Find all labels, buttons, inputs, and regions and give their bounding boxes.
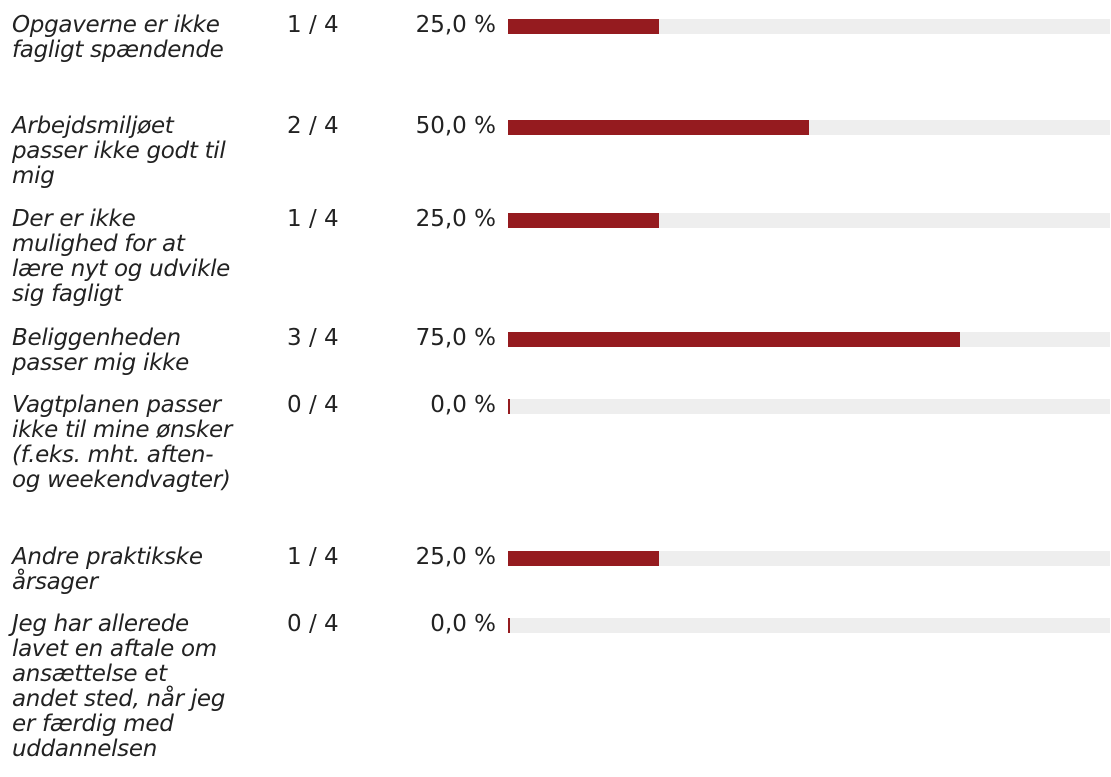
bar-background (508, 551, 1110, 566)
response-count: 1 / 4 (287, 544, 339, 570)
bar-background (508, 19, 1110, 34)
bar (508, 399, 510, 414)
bar (508, 332, 960, 347)
bar (508, 618, 510, 633)
bar-track (508, 19, 1110, 34)
percent-label: 0,0 % (430, 392, 496, 418)
percent-label: 25,0 % (415, 12, 496, 38)
bar-track (508, 213, 1110, 228)
category-label: Opgaverne er ikke fagligt spændende (12, 12, 224, 63)
bar (508, 213, 659, 228)
category-label: Arbejdsmiljøet passer ikke godt til mig (12, 113, 226, 189)
bar-track (508, 399, 1110, 414)
category-label: Andre praktikske årsager (12, 544, 203, 595)
bar-background (508, 399, 1110, 414)
bar (508, 19, 659, 34)
response-count: 0 / 4 (287, 392, 339, 418)
percent-label: 25,0 % (415, 544, 496, 570)
bar-background (508, 213, 1110, 228)
category-label: Beliggenheden passer mig ikke (12, 325, 189, 376)
category-label: Jeg har allerede lavet en aftale om ansæ… (12, 611, 226, 762)
response-count: 1 / 4 (287, 12, 339, 38)
bar-background (508, 618, 1110, 633)
percent-label: 50,0 % (415, 113, 496, 139)
bar-track (508, 618, 1110, 633)
category-label: Der er ikke mulighed for at lære nyt og … (12, 206, 231, 307)
bar-track (508, 551, 1110, 566)
bar-track (508, 120, 1110, 135)
percent-label: 25,0 % (415, 206, 496, 232)
response-count: 3 / 4 (287, 325, 339, 351)
category-label: Vagtplanen passer ikke til mine ønsker (… (12, 392, 232, 493)
response-count: 0 / 4 (287, 611, 339, 637)
response-count: 1 / 4 (287, 206, 339, 232)
bar (508, 551, 659, 566)
percent-label: 75,0 % (415, 325, 496, 351)
bar (508, 120, 809, 135)
bar-track (508, 332, 1110, 347)
response-count: 2 / 4 (287, 113, 339, 139)
percent-label: 0,0 % (430, 611, 496, 637)
